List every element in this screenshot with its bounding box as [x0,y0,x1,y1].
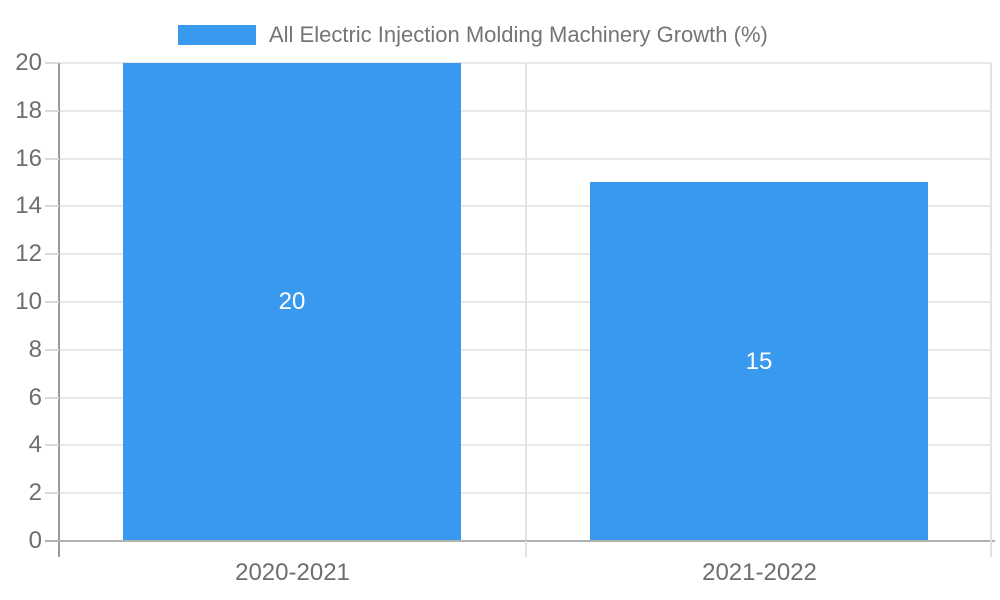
y-axis-tick [45,109,59,112]
y-axis-tick-label: 8 [28,335,42,363]
legend[interactable]: All Electric Injection Molding Machinery… [178,22,768,48]
legend-label: All Electric Injection Molding Machinery… [269,22,768,47]
y-axis-tick [45,348,59,351]
y-axis-tick [45,253,59,256]
y-axis-line [58,63,60,557]
bar-2021-2022[interactable]: 15 [590,182,928,541]
y-axis-tick [45,301,59,303]
bar-value-label: 15 [745,347,773,375]
y-axis-tick-label: 14 [15,192,42,220]
y-axis-tick [45,157,59,160]
y-axis-tick [45,492,59,495]
y-axis-tick-label: 16 [15,144,42,172]
y-axis-tick [45,396,59,399]
legend-swatch [178,25,256,45]
x-axis-baseline [45,540,995,542]
y-axis-tick-label: 20 [15,49,42,76]
y-axis-tick-label: 4 [28,431,42,459]
y-axis-tick-label: 6 [28,383,42,411]
category-divider-tick [525,541,527,557]
bar-value-label: 20 [278,288,306,315]
y-axis-tick-label: 18 [15,96,42,124]
plot-area: 20 15 [59,62,992,541]
bar-2020-2021[interactable]: 20 [123,63,461,541]
y-axis-tick [45,62,59,64]
y-axis-tick-label: 10 [15,288,42,315]
y-axis-tick-label: 0 [28,527,42,554]
y-axis-tick-label: 12 [15,240,42,268]
x-axis-tick-label: 2021-2022 [702,559,817,586]
y-axis-tick [45,444,59,447]
y-axis-tick-label: 2 [28,479,42,507]
x-axis-tick-label: 2020-2021 [235,559,350,586]
plot-right-border [990,63,992,557]
category-divider-line [525,63,527,541]
y-axis-tick [45,205,59,208]
